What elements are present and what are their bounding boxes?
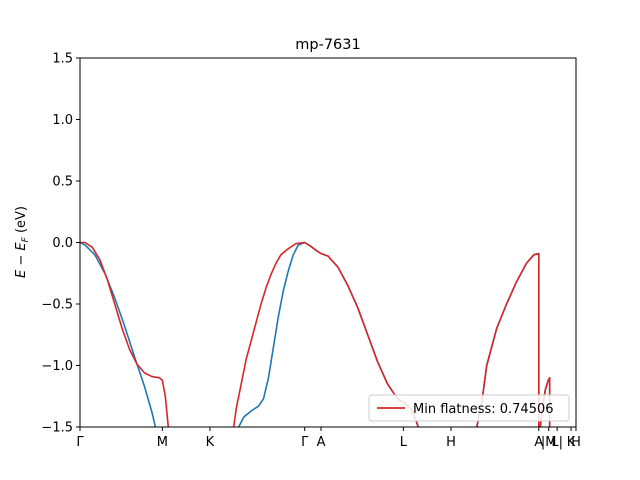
x-tick-label: |M [541, 435, 557, 450]
x-tick-label: L [400, 435, 408, 450]
x-tick-label: K [206, 435, 215, 450]
legend-box [368, 394, 570, 422]
x-tick-label: Γ [301, 435, 309, 450]
chart-title: mp-7631 [295, 37, 360, 53]
y-tick-label: 0.5 [52, 175, 73, 190]
band-line-1 [232, 241, 322, 427]
y-tick-label: −1.5 [41, 421, 73, 436]
x-tick-label: K [567, 435, 576, 450]
y-axis: 1.5 1.0 0.5 0.0 −0.5 −1.0 −1.5 [41, 52, 80, 436]
y-tick-label: 1.5 [52, 52, 73, 67]
band-line-1 [476, 252, 540, 427]
y-tick-label: −0.5 [41, 298, 73, 313]
y-tick-label: −1.0 [41, 359, 73, 374]
x-tick-label: A [534, 435, 543, 450]
x-tick-label: A [317, 435, 326, 450]
x-tick-label: H [571, 435, 581, 450]
x-axis: Γ M K Γ A L H A|ML| KH [76, 427, 581, 450]
y-axis-label: E − EF (eV) [14, 206, 31, 278]
series-layer [80, 241, 551, 427]
x-tick-label: Γ [76, 435, 84, 450]
band-line-0 [80, 241, 157, 427]
y-tick-label: 0.0 [52, 236, 73, 251]
band-line-1 [80, 241, 170, 427]
x-tick-label: L| [551, 435, 563, 450]
y-tick-label: 1.0 [52, 113, 73, 128]
x-tick-label: M [157, 435, 168, 450]
legend: Min flatness: 0.74506 [368, 394, 570, 422]
legend-label: Min flatness: 0.74506 [413, 402, 554, 417]
x-tick-label: H [446, 435, 456, 450]
